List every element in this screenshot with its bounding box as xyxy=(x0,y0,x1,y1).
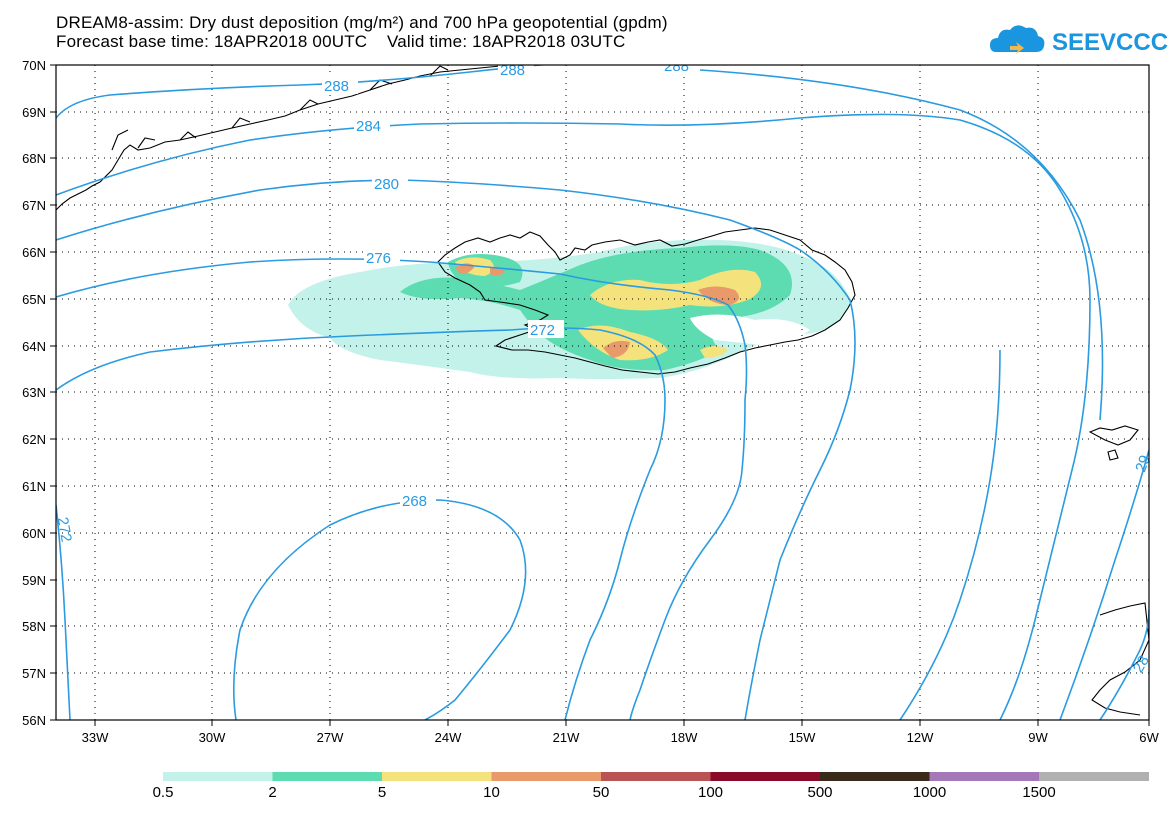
scotland-coastline xyxy=(1091,602,1149,716)
contour-272-b xyxy=(56,504,71,720)
iceland-coastline xyxy=(437,227,856,375)
lat-label: 63N xyxy=(22,385,46,400)
lon-label: 18W xyxy=(671,730,698,745)
legend-label: 1500 xyxy=(1022,784,1056,801)
lon-label: 27W xyxy=(317,730,344,745)
lat-label: 58N xyxy=(22,619,46,634)
legend-label: 100 xyxy=(697,784,724,801)
lat-label: 66N xyxy=(22,245,46,260)
lat-label: 59N xyxy=(22,573,46,588)
dust-band-5c xyxy=(700,346,728,358)
svg-text:SEEVCCC: SEEVCCC xyxy=(1052,29,1168,56)
legend-swatch xyxy=(710,772,821,781)
lon-label: 15W xyxy=(789,730,816,745)
faroe-islands xyxy=(1088,425,1139,461)
contour-labels: 288 288 288 284 280 276 272 268 272 29 2… xyxy=(54,58,1154,676)
seevccc-logo: SEEVCCC xyxy=(988,18,1168,58)
lon-label: 6W xyxy=(1139,730,1159,745)
contour-label: 268 xyxy=(402,493,427,510)
lat-label: 68N xyxy=(22,151,46,166)
contour-label: 272 xyxy=(54,516,75,544)
coastlines xyxy=(56,65,1149,716)
legend-label: 50 xyxy=(592,784,610,801)
legend-swatch xyxy=(929,772,1040,781)
legend-swatch xyxy=(1039,772,1149,781)
lon-label: 33W xyxy=(82,730,109,745)
lat-label: 60N xyxy=(22,526,46,541)
latitude-axis xyxy=(50,64,56,721)
graticule xyxy=(56,65,1149,720)
legend-swatch xyxy=(820,772,930,781)
lon-label: 30W xyxy=(199,730,226,745)
longitude-labels: 33W 30W 27W 24W 21W 18W 15W 12W 9W 6W xyxy=(82,730,1160,745)
contour-label: 276 xyxy=(366,250,391,267)
dust-band-10b xyxy=(603,340,630,358)
map-subtitle: Forecast base time: 18APR2018 00UTC Vali… xyxy=(56,32,626,51)
lat-label: 56N xyxy=(22,713,46,728)
legend-label: 5 xyxy=(377,784,387,801)
contour-276 xyxy=(56,258,748,720)
cloud-icon: SEEVCCC xyxy=(990,25,1168,56)
legend-swatch xyxy=(491,772,602,781)
contour-label: 280 xyxy=(374,176,399,193)
dust-deposition-field xyxy=(288,239,850,379)
legend-label: 0.5 xyxy=(152,784,174,801)
lon-label: 9W xyxy=(1028,730,1048,745)
geopotential-contours xyxy=(56,65,1149,720)
lat-label: 69N xyxy=(22,105,46,120)
contour-label: 288 xyxy=(324,78,349,95)
contour-right-3 xyxy=(1099,609,1149,720)
contour-268 xyxy=(232,499,527,720)
dust-clear-patch xyxy=(690,314,810,345)
dust-band-2 xyxy=(400,245,792,371)
greenland-coastline xyxy=(56,65,521,211)
lon-label: 12W xyxy=(907,730,934,745)
legend-colorbar xyxy=(163,772,1149,781)
contour-right-1 xyxy=(699,69,1104,421)
contour-288-a xyxy=(56,65,550,119)
contour-label: 29 xyxy=(1132,453,1154,474)
latitude-labels: 70N 69N 68N 67N 66N 65N 64N 63N 62N 61N … xyxy=(22,58,46,728)
lon-label: 24W xyxy=(435,730,462,745)
contour-label: 272 xyxy=(530,322,555,339)
lon-label: 21W xyxy=(553,730,580,745)
contour-label: 28 xyxy=(1130,653,1153,676)
contour-right-4 xyxy=(1059,449,1149,720)
legend-label: 1000 xyxy=(912,784,947,801)
contour-label: 288 xyxy=(500,62,525,79)
lat-label: 67N xyxy=(22,198,46,213)
contour-right-2 xyxy=(899,349,1001,720)
legend-swatch xyxy=(601,772,711,781)
lat-label: 70N xyxy=(22,58,46,73)
legend-label: 500 xyxy=(807,784,833,801)
map-title: DREAM8-assim: Dry dust deposition (mg/m²… xyxy=(56,13,668,32)
lat-label: 64N xyxy=(22,339,46,354)
legend-swatch xyxy=(272,772,383,781)
lat-label: 57N xyxy=(22,666,46,681)
dust-band-10 xyxy=(698,286,739,305)
contour-label: 284 xyxy=(356,118,381,135)
lat-label: 62N xyxy=(22,432,46,447)
legend-swatch xyxy=(163,772,273,781)
contour-label: 288 xyxy=(664,58,689,75)
legend-label: 2 xyxy=(268,784,277,801)
lat-label: 65N xyxy=(22,292,46,307)
legend-label: 10 xyxy=(483,784,500,801)
contour-280 xyxy=(56,179,856,720)
lat-label: 61N xyxy=(22,479,46,494)
legend-swatch xyxy=(382,772,492,781)
contour-272-a xyxy=(56,327,666,720)
greenland-fjords xyxy=(111,65,449,151)
longitude-axis xyxy=(94,720,1150,726)
contour-284 xyxy=(56,113,1091,720)
